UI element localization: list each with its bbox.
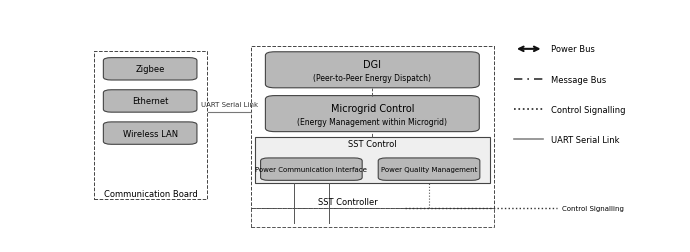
Text: Control Signalling: Control Signalling <box>551 105 626 114</box>
FancyBboxPatch shape <box>266 96 480 132</box>
Bar <box>255 137 490 183</box>
Text: Message Bus: Message Bus <box>551 75 607 84</box>
Text: (Energy Management within Microgrid): (Energy Management within Microgrid) <box>297 118 447 127</box>
FancyBboxPatch shape <box>266 53 480 88</box>
Text: Control Signalling: Control Signalling <box>562 205 624 211</box>
Text: Power Bus: Power Bus <box>551 45 595 54</box>
Bar <box>251 208 494 227</box>
Text: Communication Board: Communication Board <box>104 190 197 199</box>
Text: SST Control: SST Control <box>348 140 397 149</box>
Text: Power Quality Management: Power Quality Management <box>381 167 477 172</box>
FancyBboxPatch shape <box>378 158 480 181</box>
Text: Microgrid Control: Microgrid Control <box>331 104 414 114</box>
Text: Wireless LAN: Wireless LAN <box>123 129 178 138</box>
Bar <box>251 47 494 208</box>
Text: (Peer-to-Peer Energy Dispatch): (Peer-to-Peer Energy Dispatch) <box>313 74 431 83</box>
Text: DGI: DGI <box>364 60 382 70</box>
Text: SST Controller: SST Controller <box>318 198 378 206</box>
FancyBboxPatch shape <box>104 90 197 113</box>
Text: Power Communication Interface: Power Communication Interface <box>255 167 367 172</box>
FancyBboxPatch shape <box>261 158 362 181</box>
Text: UART Serial Link: UART Serial Link <box>201 102 258 108</box>
Text: UART Serial Link: UART Serial Link <box>551 135 620 144</box>
Text: Zigbee: Zigbee <box>135 65 165 74</box>
FancyBboxPatch shape <box>104 122 197 145</box>
Text: Ethernet: Ethernet <box>132 97 168 106</box>
FancyBboxPatch shape <box>104 58 197 81</box>
Bar <box>95 52 206 199</box>
